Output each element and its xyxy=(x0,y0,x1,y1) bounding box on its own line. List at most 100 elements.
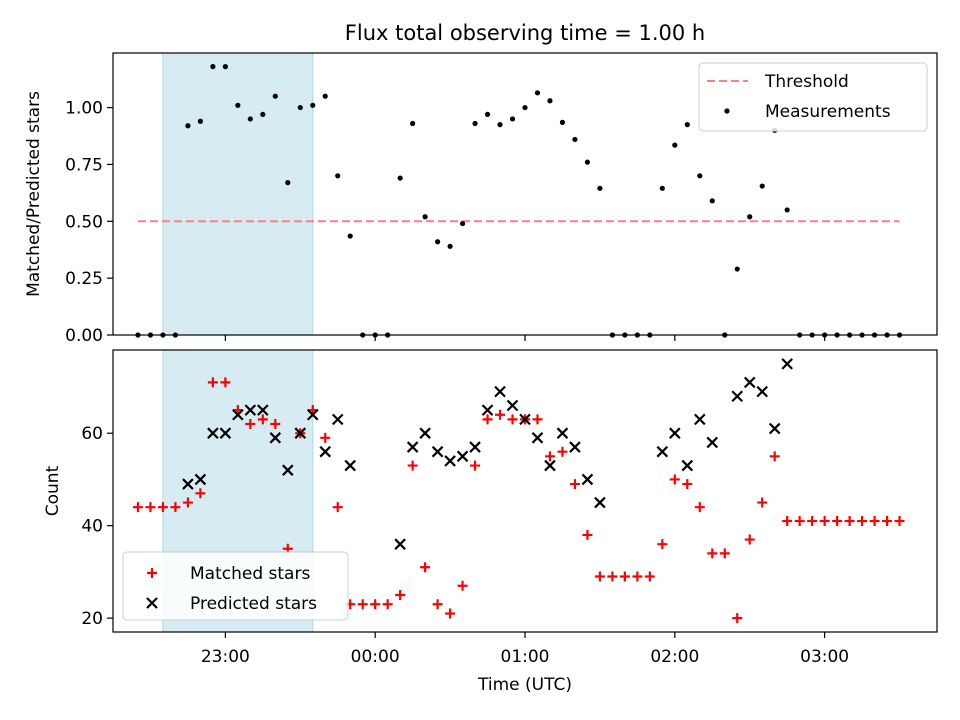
predicted-point-10 xyxy=(306,408,319,421)
matched-point-32 xyxy=(532,414,543,425)
predicted-point-30 xyxy=(594,496,606,509)
measurement-point-49 xyxy=(747,214,753,220)
measurement-point-17 xyxy=(347,233,353,239)
predicted-point-1 xyxy=(194,473,207,486)
matched-point-23 xyxy=(420,562,431,573)
matched-point-10 xyxy=(257,414,268,425)
matched-point-3 xyxy=(170,502,181,513)
matched-point-34 xyxy=(557,446,568,457)
predicted-point-33 xyxy=(681,459,694,472)
matched-point-4 xyxy=(182,497,193,508)
top-y-tick-label-1: 0.25 xyxy=(65,269,103,289)
measurement-point-27 xyxy=(472,120,478,127)
measurement-point-16 xyxy=(335,173,341,179)
measurement-point-28 xyxy=(484,111,491,118)
legend-measurements-label: Measurements xyxy=(765,102,891,122)
predicted-point-26 xyxy=(544,459,556,472)
matched-point-47 xyxy=(719,548,730,559)
top-y-ticks: 0.00 0.25 0.50 0.75 1.00 xyxy=(65,99,113,346)
predicted-point-34 xyxy=(694,413,706,426)
matched-point-52 xyxy=(782,516,793,527)
predicted-point-2 xyxy=(207,427,219,439)
predicted-point-6 xyxy=(257,404,269,416)
top-shaded-interval xyxy=(162,52,314,336)
matched-point-18 xyxy=(357,599,368,610)
matched-point-28 xyxy=(482,414,493,425)
top-y-tick-label-3: 0.75 xyxy=(65,155,103,175)
matched-point-45 xyxy=(694,502,705,513)
predicted-point-12 xyxy=(331,413,344,426)
measurement-point-34 xyxy=(559,119,566,125)
predicted-point-21 xyxy=(481,404,494,416)
x-tick-label-0: 23:00 xyxy=(201,647,250,667)
measurement-point-14 xyxy=(310,102,316,108)
measurement-point-42 xyxy=(659,185,665,191)
measurement-point-12 xyxy=(285,180,291,186)
matched-point-59 xyxy=(869,516,880,527)
matched-point-29 xyxy=(495,409,506,420)
measurement-point-23 xyxy=(422,214,428,220)
predicted-point-14 xyxy=(394,538,406,550)
matched-point-7 xyxy=(220,377,231,388)
matched-point-55 xyxy=(819,516,830,527)
matched-point-26 xyxy=(457,580,468,591)
measurement-point-4 xyxy=(185,123,191,129)
matched-point-2 xyxy=(157,502,168,513)
matched-point-30 xyxy=(507,414,518,425)
predicted-point-20 xyxy=(469,441,481,453)
matched-point-20 xyxy=(382,599,393,610)
legend-measurements-swatch xyxy=(724,108,730,114)
matched-point-15 xyxy=(320,432,331,443)
matched-point-61 xyxy=(894,516,905,527)
x-tick-label-3: 02:00 xyxy=(650,647,699,667)
measurement-point-46 xyxy=(709,198,715,204)
figure-title: Flux total observing time = 1.00 h xyxy=(345,21,705,45)
matched-point-58 xyxy=(857,516,868,527)
predicted-point-13 xyxy=(344,459,356,472)
predicted-point-38 xyxy=(756,385,768,398)
matched-point-41 xyxy=(644,571,655,582)
legend-matched-label: Matched stars xyxy=(190,564,310,584)
bottom-x-ticks: 23:00 00:00 01:00 02:00 03:00 xyxy=(201,632,849,667)
top-plot-frame xyxy=(112,52,938,336)
predicted-point-36 xyxy=(731,390,744,403)
matched-point-60 xyxy=(882,516,893,527)
matched-point-21 xyxy=(395,590,406,601)
matched-point-49 xyxy=(744,534,755,545)
matched-point-56 xyxy=(832,516,843,527)
measurement-point-30 xyxy=(509,116,516,122)
measurement-point-5 xyxy=(197,118,203,124)
matched-point-54 xyxy=(807,516,818,527)
top-legend: Threshold Measurements xyxy=(698,62,928,132)
predicted-point-18 xyxy=(444,455,456,467)
bottom-y-axis-label: Count xyxy=(43,465,63,516)
x-tick-label-1: 00:00 xyxy=(351,647,400,667)
measurement-point-15 xyxy=(322,93,328,99)
top-y-axis-label: Matched/Predicted stars xyxy=(24,91,44,297)
top-y-tick-label-4: 1.00 xyxy=(65,99,103,119)
measurement-point-10 xyxy=(260,111,266,118)
matched-point-43 xyxy=(669,474,680,485)
predicted-point-7 xyxy=(269,432,282,444)
matched-point-50 xyxy=(757,497,768,508)
measurement-point-43 xyxy=(672,142,678,148)
matched-point-24 xyxy=(432,599,443,610)
matched-point-25 xyxy=(445,608,456,619)
predicted-point-31 xyxy=(656,445,669,458)
matched-point-42 xyxy=(657,539,668,550)
matched-point-53 xyxy=(794,516,805,527)
predicted-point-15 xyxy=(406,441,419,453)
measurement-point-31 xyxy=(522,104,528,111)
predicted-point-4 xyxy=(232,408,244,421)
predicted-point-0 xyxy=(182,478,194,490)
measurement-point-50 xyxy=(759,183,765,189)
matched-point-35 xyxy=(569,479,580,490)
matched-point-37 xyxy=(594,571,605,582)
top-y-tick-label-2: 0.50 xyxy=(65,212,103,232)
measurement-point-13 xyxy=(297,104,303,111)
bottom-y-ticks: 20 40 60 xyxy=(81,424,113,629)
measurement-point-8 xyxy=(235,102,241,108)
matched-point-48 xyxy=(732,613,743,624)
predicted-point-5 xyxy=(244,404,257,416)
